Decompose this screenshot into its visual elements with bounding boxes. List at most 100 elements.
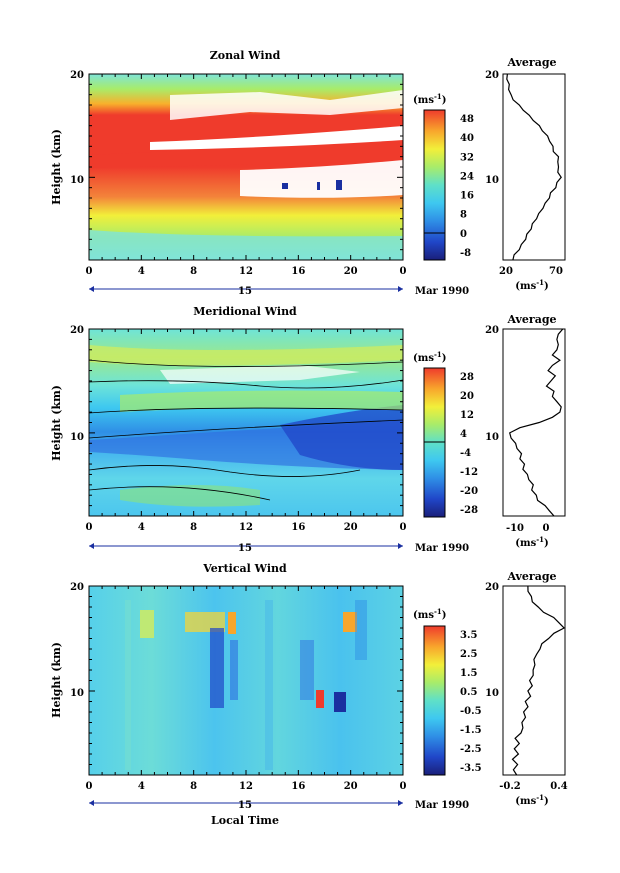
zonal-cb-unit-close: )	[442, 95, 447, 106]
meridional-cb-unit-close: )	[442, 353, 447, 364]
vertical-ytick-10: 10	[70, 688, 84, 699]
x-tick-label: 16	[291, 266, 305, 277]
svg-text:(ms-1): (ms-1)	[515, 793, 548, 808]
vertical-y-ticks	[89, 585, 403, 776]
x-tick-label: 4	[138, 266, 145, 277]
vertical-avg-unit-close: )	[544, 796, 549, 807]
meridional-cb-unit: (ms	[413, 353, 434, 364]
x-tick-label: 20	[344, 266, 358, 277]
zonal-avg-profile	[506, 73, 562, 261]
x-tick-label: 12	[239, 266, 253, 277]
meridional-y-ticks	[89, 328, 403, 517]
vertical-avg-unit-exp: -1	[536, 793, 544, 802]
vertical-ylabel: Height (km)	[50, 642, 63, 718]
vertical-cb-unit: (ms	[413, 610, 434, 621]
x-tick-label: 0	[86, 522, 93, 533]
meridional-title: Meridional Wind	[193, 305, 297, 318]
vertical-xlabel: Local Time	[211, 814, 279, 827]
colorbar-label: 16	[460, 191, 474, 202]
svg-text:(ms-1): (ms-1)	[413, 607, 446, 622]
meridional-avg-profile	[508, 328, 564, 517]
zonal-title: Zonal Wind	[210, 49, 281, 62]
zonal-heatmap	[89, 74, 403, 260]
colorbar-label: -1.5	[460, 725, 482, 736]
zonal-ytick-10: 10	[70, 175, 84, 186]
zonal-x-tick-labels: 0 4 8 12 16 20 0	[86, 266, 407, 277]
meridional-date-axis: 15 Mar 1990	[89, 543, 469, 554]
meridional-date: 15	[238, 543, 252, 554]
x-tick-label: 4	[138, 522, 145, 533]
vertical-avg-title: Average	[506, 570, 556, 583]
colorbar-label: 28	[460, 372, 474, 383]
x-tick-label: 16	[291, 522, 305, 533]
meridional-month-year: Mar 1990	[415, 543, 469, 554]
colorbar-label: -8	[460, 248, 471, 259]
zonal-x-ticks	[88, 74, 404, 260]
colorbar-label: 0.5	[460, 687, 477, 698]
meridional-heatmap	[88, 329, 404, 516]
zonal-avg-xtick-a: 20	[499, 266, 513, 277]
colorbar-label: -4	[460, 448, 471, 459]
zonal-avg-unit-close: )	[544, 281, 549, 292]
zonal-average: Average 20 10 20 70 (ms-1)	[485, 56, 566, 292]
meridional-colorbar-labels: 28 20 12 4 -4 -12 -20 -28	[460, 372, 478, 516]
vertical-avg-xtick-a: -0.2	[499, 781, 521, 792]
zonal-month-year: Mar 1990	[415, 286, 469, 297]
colorbar-label: 48	[460, 114, 474, 125]
zonal-avg-ytick-10: 10	[485, 175, 499, 186]
meridional-avg-unit-exp: -1	[536, 535, 544, 544]
zonal-colorbar: (ms-1) 48 40 32 24 16 8 0 -8	[413, 92, 474, 261]
x-tick-label: 0	[400, 781, 407, 792]
meridional-avg-title: Average	[506, 313, 556, 326]
colorbar-label: 0	[460, 229, 467, 240]
vertical-month-year: Mar 1990	[415, 800, 469, 811]
vertical-date-axis: 15 Mar 1990	[89, 800, 469, 811]
vertical-title: Vertical Wind	[202, 562, 287, 575]
meridional-avg-ytick-10: 10	[485, 432, 499, 443]
meridional-avg-ytick-20: 20	[485, 325, 499, 336]
meridional-average: Average 20 10 -10 0 (ms-1)	[485, 313, 566, 550]
meridional-x-ticks	[88, 329, 404, 516]
vertical-ytick-20: 20	[70, 582, 84, 593]
vertical-avg-xtick-b: 0.4	[550, 781, 567, 792]
zonal-y-ticks	[89, 73, 403, 261]
svg-text:(ms-1): (ms-1)	[515, 535, 548, 550]
vertical-x-ticks	[88, 586, 404, 775]
zonal-avg-unit-exp: -1	[536, 278, 544, 287]
colorbar-label: -0.5	[460, 706, 482, 717]
x-tick-label: 4	[138, 781, 145, 792]
colorbar-label: 4	[460, 429, 467, 440]
zonal-cb-unit-exp: -1	[434, 92, 442, 101]
colorbar-label: 12	[460, 410, 474, 421]
vertical-x-tick-labels: 0 4 8 12 16 20 0	[86, 781, 407, 792]
zonal-colorbar-labels: 48 40 32 24 16 8 0 -8	[460, 114, 474, 259]
x-tick-label: 20	[344, 781, 358, 792]
vertical-cb-unit-close: )	[442, 610, 447, 621]
colorbar-label: -28	[460, 505, 478, 516]
vertical-panel: Vertical Wind 20 10 Height (km) 0 4 8 12 16 2…	[50, 562, 568, 827]
svg-text:(ms-1): (ms-1)	[413, 92, 446, 107]
meridional-ylabel: Height (km)	[50, 385, 63, 461]
meridional-ytick-10: 10	[70, 432, 84, 443]
zonal-ylabel: Height (km)	[50, 129, 63, 205]
x-tick-label: 0	[400, 522, 407, 533]
colorbar-label: 32	[460, 152, 474, 163]
colorbar-label: -12	[460, 467, 478, 478]
x-tick-label: 8	[190, 266, 197, 277]
vertical-avg-unit: (ms	[515, 796, 536, 807]
zonal-date-axis: 15 Mar 1990	[89, 286, 469, 297]
zonal-avg-unit: (ms	[515, 281, 536, 292]
vertical-cb-unit-exp: -1	[434, 607, 442, 616]
zonal-cb-unit: (ms	[413, 95, 434, 106]
zonal-avg-ytick-20: 20	[485, 70, 499, 81]
meridional-avg-xtick-a: -10	[506, 523, 524, 534]
x-tick-label: 8	[190, 522, 197, 533]
zonal-avg-title: Average	[506, 56, 556, 69]
x-tick-label: 8	[190, 781, 197, 792]
vertical-date: 15	[238, 800, 252, 811]
svg-text:(ms-1): (ms-1)	[413, 350, 446, 365]
vertical-avg-ytick-20: 20	[485, 582, 499, 593]
meridional-avg-xtick-b: 0	[543, 523, 550, 534]
zonal-avg-xtick-b: 70	[549, 266, 563, 277]
